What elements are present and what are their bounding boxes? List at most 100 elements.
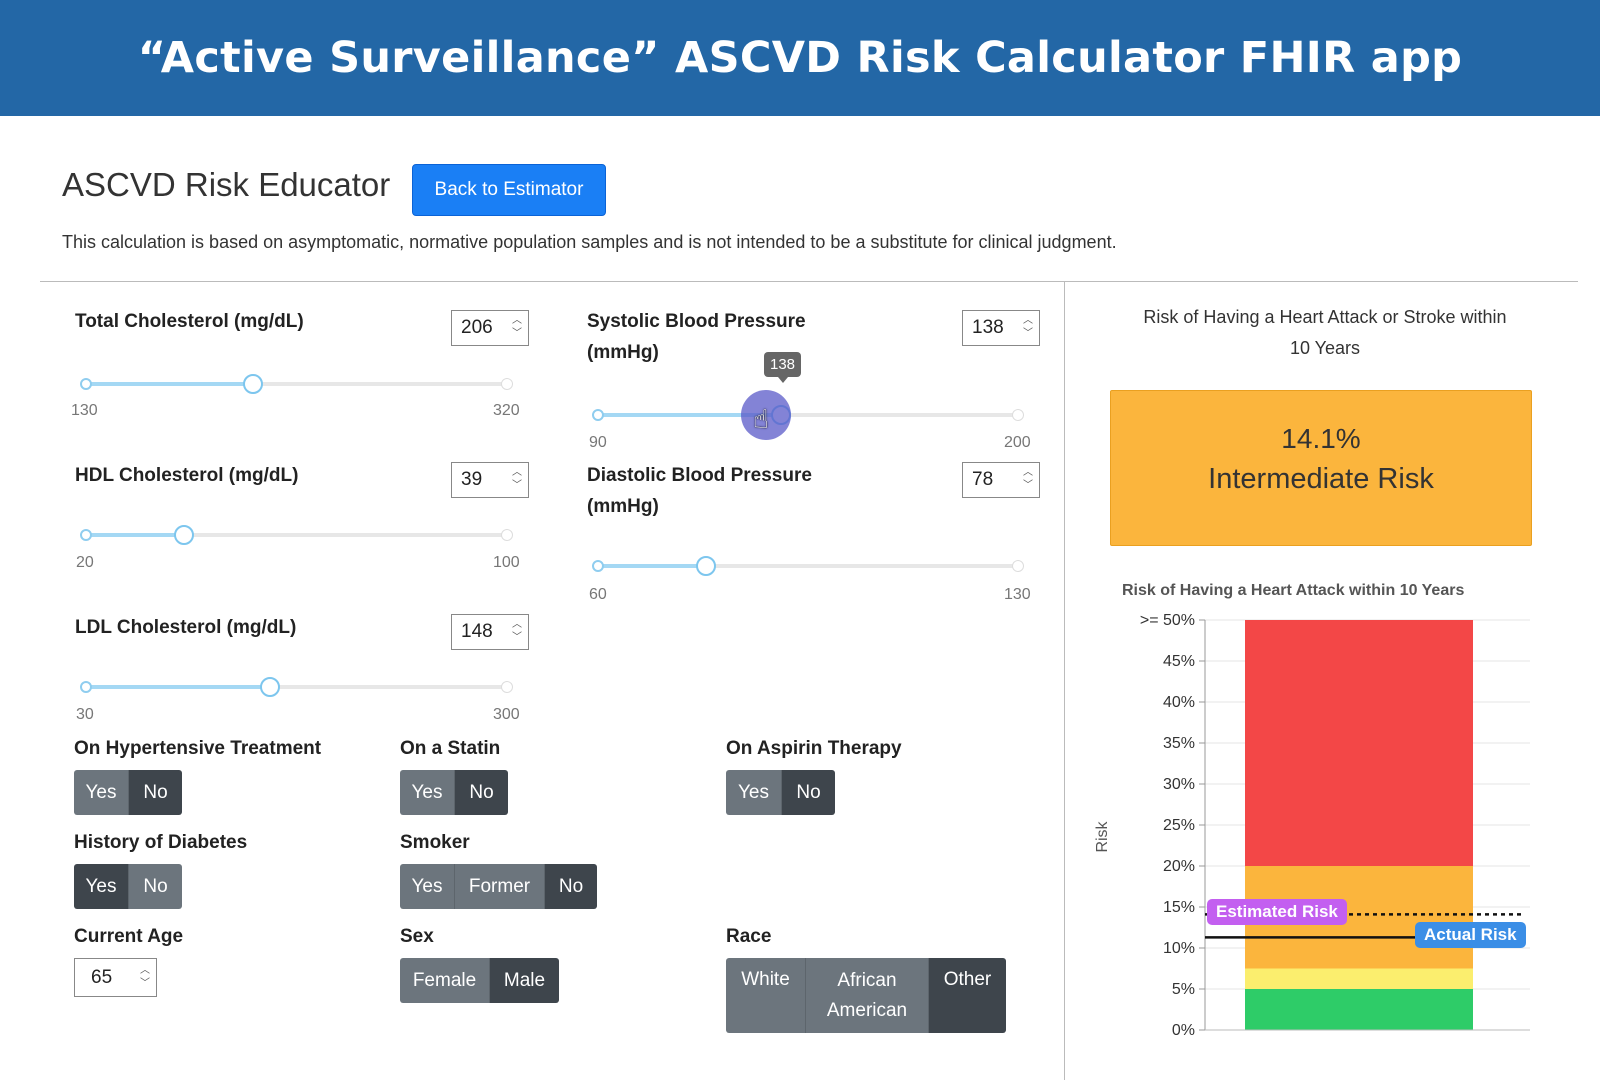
ldl-cholesterol-input[interactable]: 148 ︿ ﹀ xyxy=(451,614,529,650)
back-to-estimator-button[interactable]: Back to Estimator xyxy=(412,164,606,216)
systolic-bp-input[interactable]: 138 ︿ ﹀ xyxy=(962,310,1040,346)
page-title: ASCVD Risk Educator xyxy=(62,166,391,203)
slider-fill xyxy=(597,564,706,568)
smoker-yes-button[interactable]: Yes xyxy=(400,864,455,909)
diastolic-bp-label: Diastolic Blood Pressure (mmHg) xyxy=(587,465,812,517)
sex-male-button[interactable]: Male xyxy=(490,958,559,1003)
y-tick-label: 40% xyxy=(1163,694,1195,711)
diastolic-bp-input[interactable]: 78 ︿ ﹀ xyxy=(962,462,1040,498)
smoker-label: Smoker xyxy=(400,832,470,853)
y-tick-label: 45% xyxy=(1163,653,1195,670)
statin-no-button[interactable]: No xyxy=(455,770,508,815)
smoker-no-button[interactable]: No xyxy=(545,864,597,909)
total-cholesterol-input[interactable]: 206 ︿ ﹀ xyxy=(451,310,529,346)
slider-max-label: 320 xyxy=(493,402,520,419)
estimated-risk-badge: Estimated Risk xyxy=(1207,899,1347,926)
aspirin-yes-button[interactable]: Yes xyxy=(726,770,782,815)
smoker-former-button[interactable]: Former xyxy=(455,864,545,909)
systolic-bp-value: 138 xyxy=(972,317,1004,338)
cursor-highlight xyxy=(741,390,791,440)
slider-max-knob xyxy=(501,681,513,693)
y-tick-label: 25% xyxy=(1163,817,1195,834)
slider-fill xyxy=(597,413,781,417)
slider-min-label: 20 xyxy=(76,554,94,571)
spinner-arrows-icon[interactable]: ︿ ﹀ xyxy=(140,965,150,989)
systolic-bp-slider[interactable] xyxy=(592,403,1024,427)
spinner-arrows-icon[interactable]: ︿ ﹀ xyxy=(1023,315,1033,339)
risk-band xyxy=(1245,968,1473,989)
hypertensive-yes-button[interactable]: Yes xyxy=(74,770,129,815)
race-toggle[interactable]: White African American Other xyxy=(726,958,1006,1033)
disclaimer-text: This calculation is based on asymptomati… xyxy=(62,232,1117,252)
aspirin-label: On Aspirin Therapy xyxy=(726,738,902,759)
slider-thumb[interactable] xyxy=(260,677,280,697)
spinner-arrows-icon[interactable]: ︿ ﹀ xyxy=(512,467,522,491)
diabetes-yes-button[interactable]: Yes xyxy=(74,864,129,909)
sex-female-button[interactable]: Female xyxy=(400,958,490,1003)
chart-title: Risk of Having a Heart Attack within 10 … xyxy=(1122,582,1465,599)
slider-value-tooltip: 138 xyxy=(764,352,802,383)
slider-min-knob xyxy=(80,529,92,541)
spinner-arrows-icon[interactable]: ︿ ﹀ xyxy=(512,315,522,339)
slider-max-label: 130 xyxy=(1004,586,1031,603)
hdl-cholesterol-label: HDL Cholesterol (mg/dL) xyxy=(75,465,299,486)
ldl-cholesterol-value: 148 xyxy=(461,621,493,642)
slider-fill xyxy=(85,685,270,689)
hand-cursor-icon: ☝ xyxy=(753,404,769,434)
hypertensive-no-button[interactable]: No xyxy=(129,770,182,815)
chart-risk-lines xyxy=(1205,913,1525,939)
spinner-arrows-icon[interactable]: ︿ ﹀ xyxy=(512,619,522,643)
y-tick-label: 30% xyxy=(1163,776,1195,793)
slider-min-knob xyxy=(80,378,92,390)
chart-axis: 0% 5% 10% 15% 20% 25% 30% 35% 40% 45% >= 50% xyxy=(1140,612,1530,1039)
age-value: 65 xyxy=(91,967,113,988)
ldl-cholesterol-slider[interactable] xyxy=(80,675,513,699)
smoker-toggle[interactable]: Yes Former No xyxy=(400,864,597,909)
slider-min-label: 130 xyxy=(71,402,98,419)
aspirin-no-button[interactable]: No xyxy=(782,770,835,815)
hdl-cholesterol-value: 39 xyxy=(461,469,483,490)
ldl-cholesterol-label: LDL Cholesterol (mg/dL) xyxy=(75,617,297,638)
race-other-button[interactable]: Other xyxy=(929,958,1006,1033)
statin-yes-button[interactable]: Yes xyxy=(400,770,455,815)
hdl-cholesterol-input[interactable]: 39 ︿ ﹀ xyxy=(451,462,529,498)
diabetes-toggle[interactable]: Yes No xyxy=(74,864,182,909)
race-white-button[interactable]: White xyxy=(726,958,806,1033)
diastolic-bp-value: 78 xyxy=(972,469,994,490)
risk-chart: 0% 5% 10% 15% 20% 25% 30% 35% 40% 45% >= 50% Risk xyxy=(1094,612,1530,1039)
slider-min-label: 90 xyxy=(589,434,607,451)
chart-bands xyxy=(1245,620,1473,1030)
statin-toggle[interactable]: Yes No xyxy=(400,770,508,815)
risk-category: Intermediate Risk xyxy=(1208,463,1434,495)
hdl-cholesterol-slider[interactable] xyxy=(80,523,513,547)
risk-panel-title: Risk of Having a Heart Attack or Stroke … xyxy=(1143,307,1507,358)
y-tick-label: 10% xyxy=(1163,940,1195,957)
slider-thumb[interactable] xyxy=(174,525,194,545)
slider-fill xyxy=(85,382,253,386)
spinner-arrows-icon[interactable]: ︿ ﹀ xyxy=(1023,467,1033,491)
risk-result-box: 14.1% Intermediate Risk xyxy=(1110,390,1532,546)
total-cholesterol-value: 206 xyxy=(461,317,493,338)
slider-max-label: 200 xyxy=(1004,434,1031,451)
y-tick-label: 35% xyxy=(1163,735,1195,752)
risk-percent: 14.1% xyxy=(1281,423,1361,454)
age-input[interactable]: 65 ︿ ﹀ xyxy=(74,958,157,997)
hypertensive-toggle[interactable]: Yes No xyxy=(74,770,182,815)
total-cholesterol-slider[interactable] xyxy=(80,372,513,396)
race-african-american-button[interactable]: African American xyxy=(806,958,929,1033)
banner-title: “Active Surveillance” ASCVD Risk Calcula… xyxy=(137,33,1463,83)
slider-max-knob xyxy=(1012,409,1024,421)
slider-min-label: 30 xyxy=(76,706,94,723)
chart-ylabel: Risk xyxy=(1094,820,1111,852)
sex-toggle[interactable]: Female Male xyxy=(400,958,559,1003)
slider-thumb[interactable] xyxy=(243,374,263,394)
slider-thumb[interactable] xyxy=(696,556,716,576)
aspirin-toggle[interactable]: Yes No xyxy=(726,770,835,815)
y-tick-label: 15% xyxy=(1163,899,1195,916)
risk-band xyxy=(1245,620,1473,866)
diabetes-label: History of Diabetes xyxy=(74,832,248,853)
y-tick-label: 0% xyxy=(1172,1022,1195,1039)
diastolic-bp-slider[interactable] xyxy=(592,554,1024,578)
diabetes-no-button[interactable]: No xyxy=(129,864,182,909)
sex-label: Sex xyxy=(400,926,434,947)
